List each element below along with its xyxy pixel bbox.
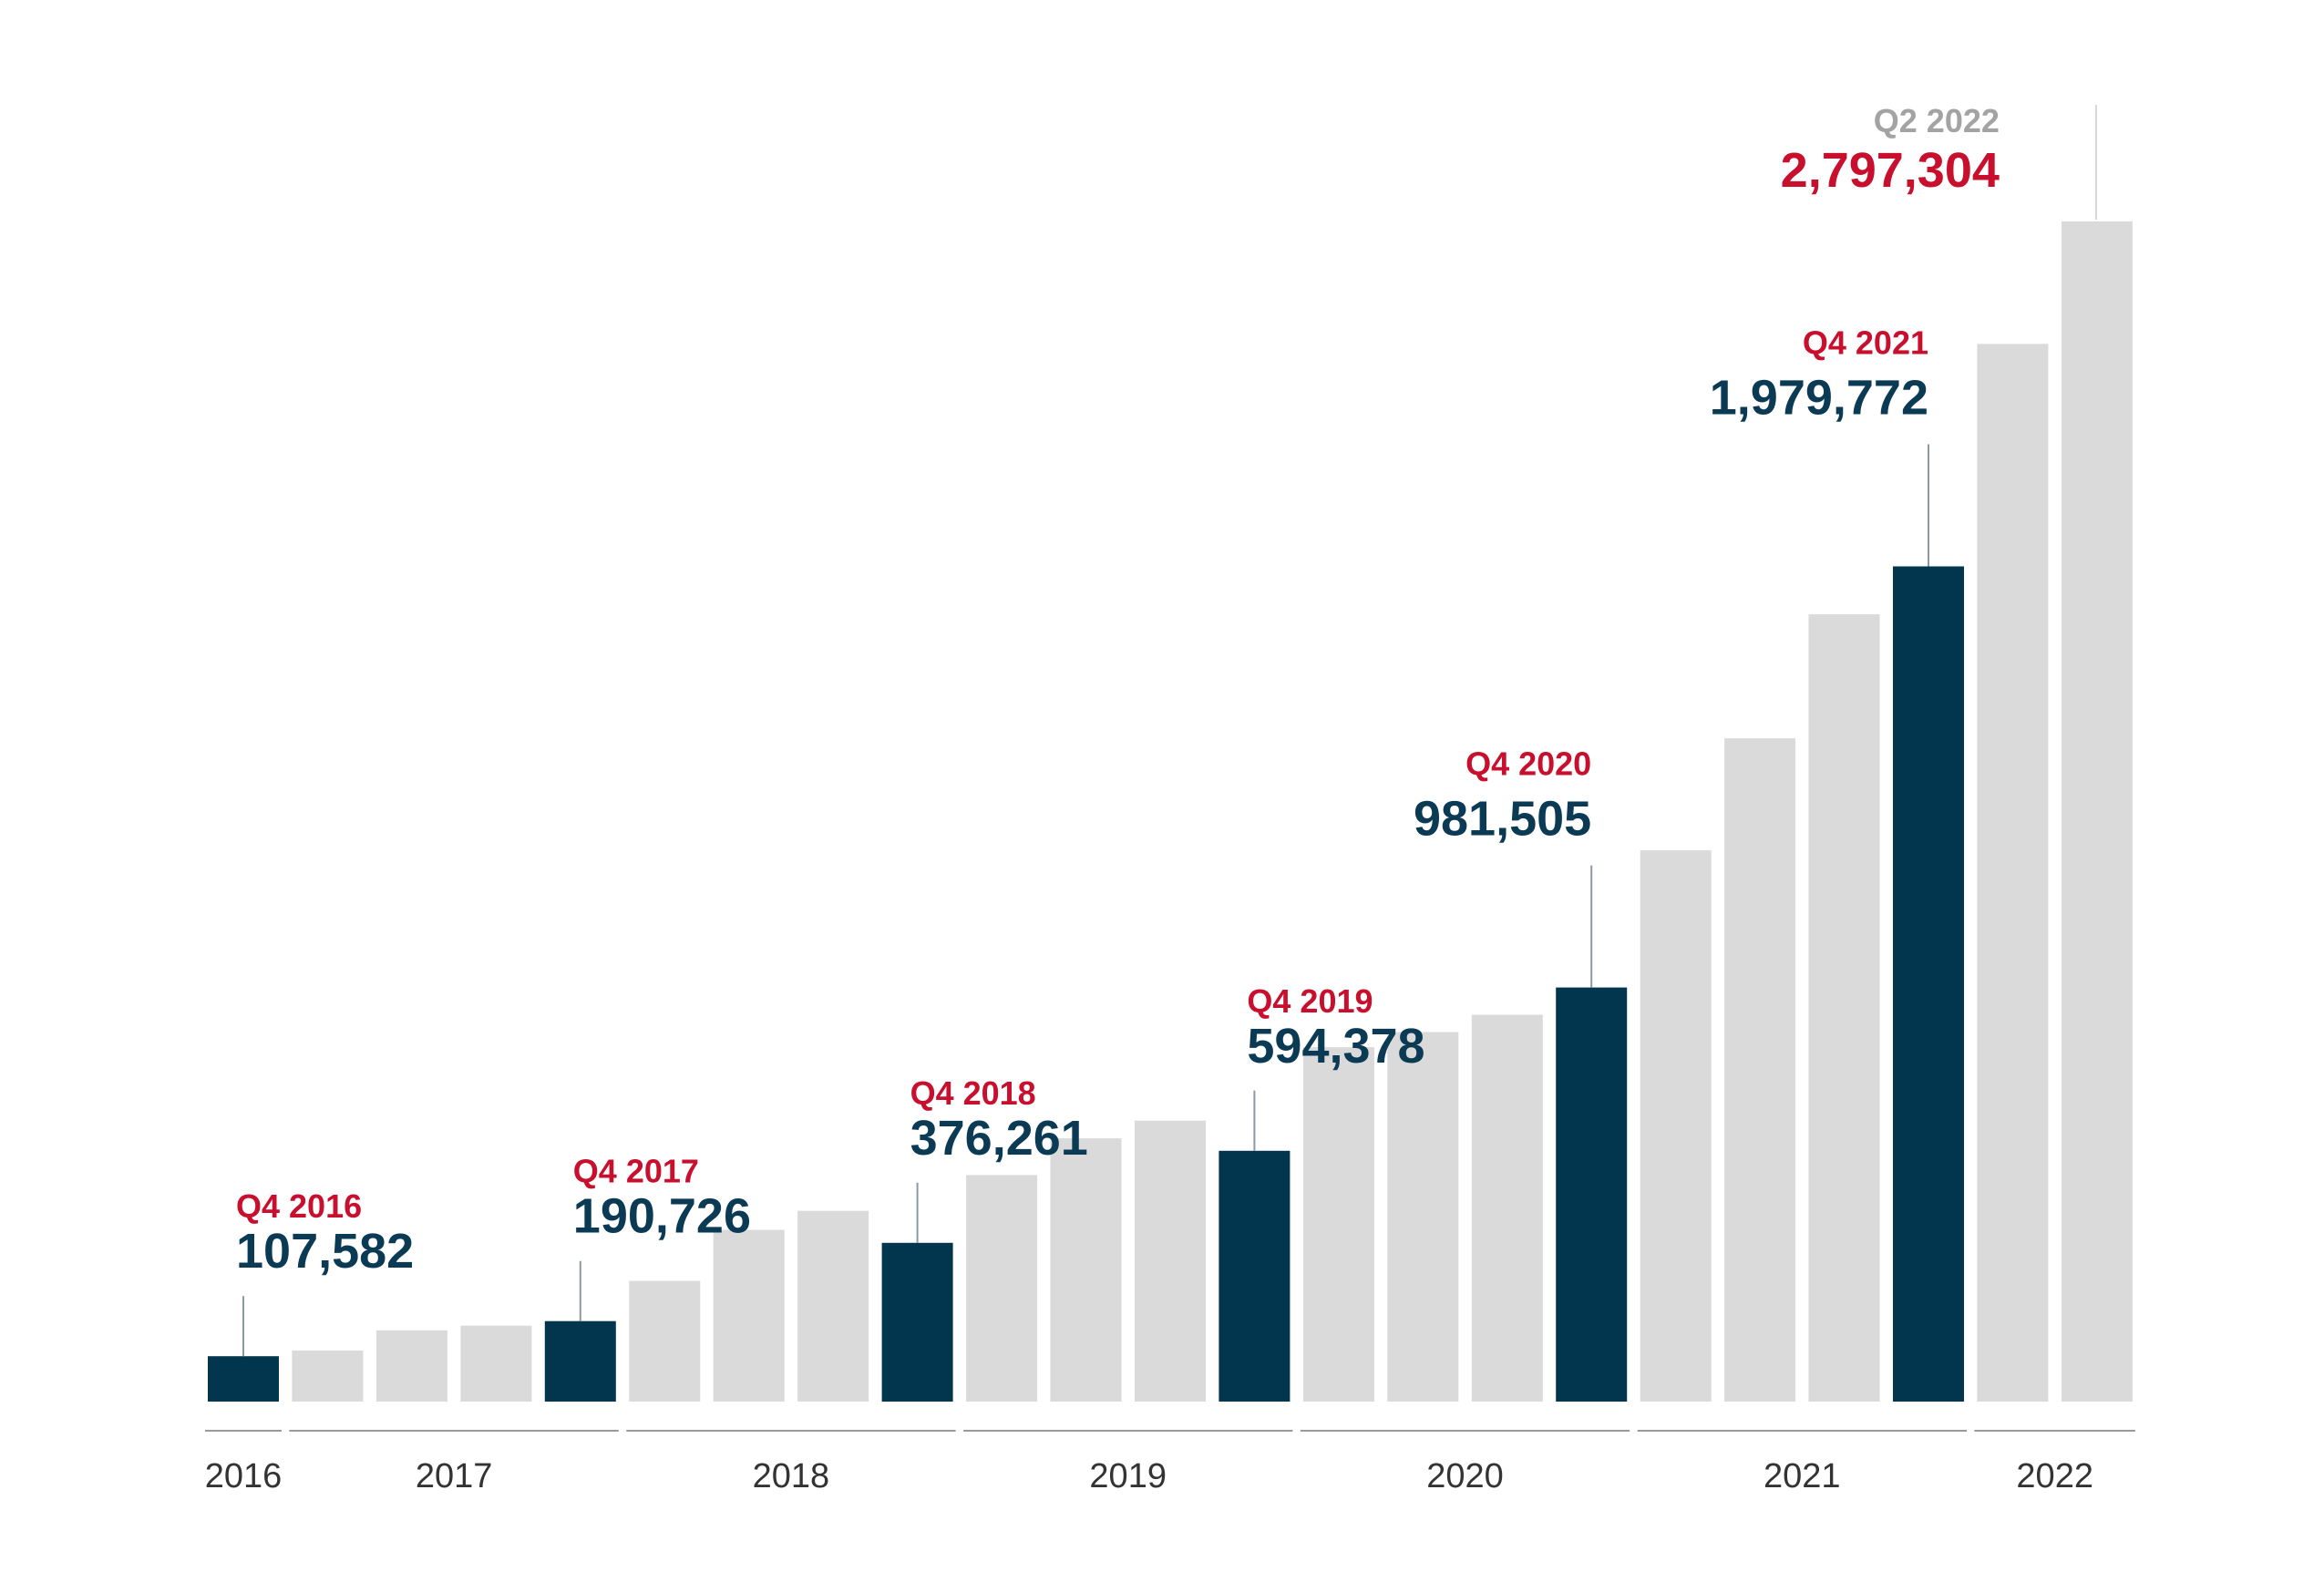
- bar-q2-2020: [1387, 1032, 1459, 1402]
- bar-q3-2019: [1135, 1120, 1206, 1402]
- callout-period-label: Q4 2018: [910, 1074, 1036, 1112]
- year-tick-label: 2022: [2016, 1457, 2093, 1495]
- year-tick-label: 2018: [753, 1457, 830, 1495]
- callout-value-label: 981,505: [1414, 792, 1591, 847]
- bar-q2-2018: [713, 1229, 785, 1402]
- callout-period-label: Q4 2016: [236, 1187, 362, 1225]
- callout-period-label: Q4 2019: [1247, 982, 1373, 1020]
- bar-q4-2017: [544, 1320, 616, 1402]
- x-axis-group: 2016 2017 2018 2019 2020 2021 2022: [205, 1430, 2135, 1495]
- year-tick-label: 2016: [205, 1457, 283, 1495]
- bar-q3-2018: [797, 1210, 869, 1402]
- callout-period-label: Q2 2022: [1874, 102, 2000, 139]
- bar-q1-2019: [966, 1175, 1038, 1402]
- bar-q3-2021: [1808, 614, 1880, 1402]
- callout-value-label: 1,979,772: [1710, 371, 1928, 426]
- callout-period-label: Q4 2021: [1803, 324, 1928, 362]
- year-tick-label: 2019: [1089, 1457, 1167, 1495]
- bar-q2-2019: [1050, 1138, 1122, 1402]
- callout-value-label: 376,261: [910, 1111, 1088, 1166]
- callout-value-label: 107,582: [236, 1224, 414, 1279]
- callout-value-label: 190,726: [573, 1189, 751, 1244]
- bar-q4-2020: [1556, 987, 1628, 1402]
- bar-q2-2022: [2061, 221, 2133, 1402]
- callout-value-label: 2,797,304: [1781, 143, 2000, 198]
- bar-q1-2018: [629, 1280, 701, 1402]
- bar-q4-2019: [1219, 1150, 1291, 1402]
- bar-q3-2020: [1471, 1014, 1543, 1402]
- year-tick-label: 2017: [416, 1457, 493, 1495]
- bars-group: [208, 221, 2133, 1402]
- bar-q4-2021: [1893, 566, 1964, 1402]
- bar-q1-2017: [292, 1351, 364, 1402]
- callout-period-label: Q4 2020: [1465, 745, 1591, 783]
- bar-q2-2021: [1724, 738, 1796, 1402]
- bar-q4-2018: [881, 1242, 953, 1402]
- bar-q2-2017: [375, 1330, 447, 1402]
- bar-q1-2021: [1640, 849, 1712, 1402]
- year-tick-label: 2021: [1764, 1457, 1841, 1495]
- callout-period-label: Q4 2017: [573, 1153, 699, 1190]
- year-tick-label: 2020: [1426, 1457, 1504, 1495]
- bar-q1-2022: [1977, 344, 2049, 1402]
- callout-value-label: 594,378: [1247, 1019, 1424, 1074]
- leader-lines-group: [242, 105, 2097, 1357]
- bar-q1-2020: [1302, 1047, 1374, 1402]
- bar-q4-2016: [208, 1356, 279, 1402]
- bar-q3-2017: [460, 1325, 532, 1402]
